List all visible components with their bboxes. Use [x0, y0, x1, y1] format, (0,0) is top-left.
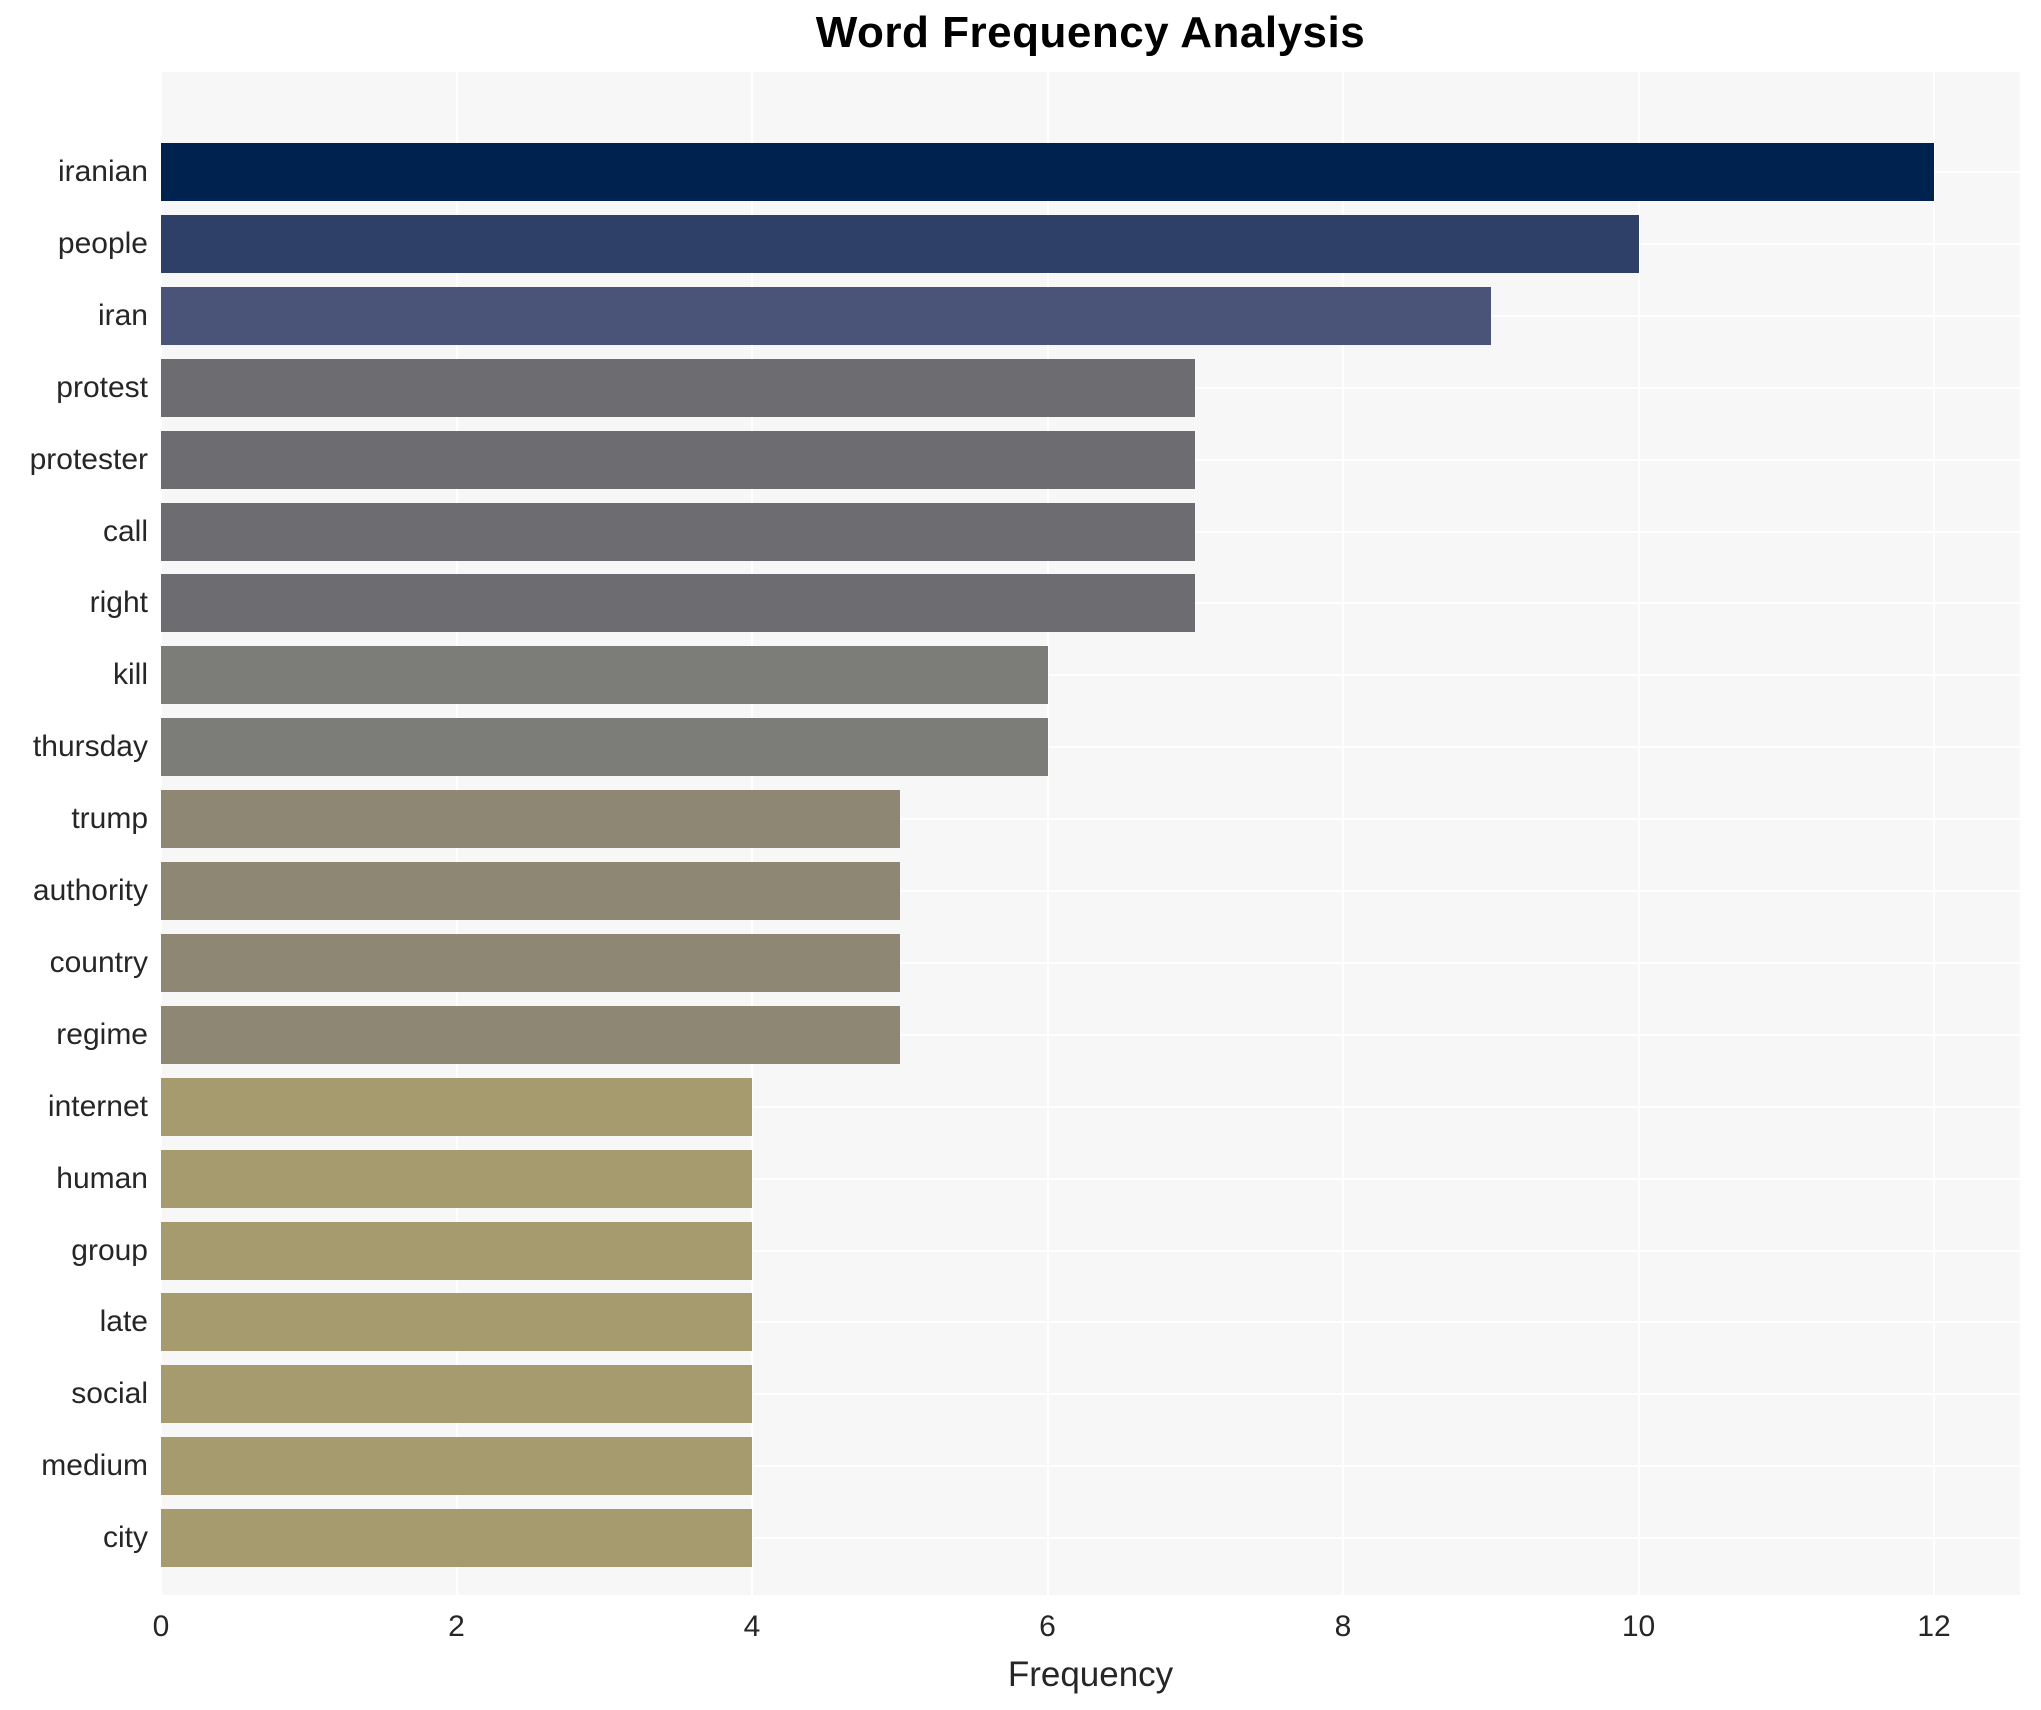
horizontal-gridline	[161, 1177, 2020, 1180]
bar-human	[161, 1149, 752, 1208]
y-tick-label-medium: medium	[41, 1449, 148, 1483]
horizontal-gridline	[161, 674, 2020, 677]
bar-kill	[161, 646, 1048, 705]
horizontal-gridline	[161, 1105, 2020, 1108]
bar-thursday	[161, 718, 1048, 777]
horizontal-gridline	[161, 1393, 2020, 1396]
plot-area	[160, 72, 2020, 1595]
horizontal-gridline	[161, 746, 2020, 749]
vertical-gridline-12	[1933, 72, 1935, 1595]
bar-social	[161, 1365, 752, 1424]
bar-internet	[161, 1077, 752, 1136]
y-tick-label-kill: kill	[113, 658, 148, 692]
horizontal-gridline	[161, 1537, 2020, 1540]
bar-group	[161, 1221, 752, 1280]
bar-call	[161, 502, 1196, 561]
horizontal-gridline	[161, 818, 2020, 821]
y-tick-label-protest: protest	[56, 370, 148, 404]
chart-title: Word Frequency Analysis	[815, 8, 1366, 57]
y-tick-label-iran: iran	[97, 298, 148, 332]
horizontal-gridline	[161, 1465, 2020, 1468]
y-tick-label-late: late	[99, 1305, 148, 1339]
vertical-gridline-10	[1637, 72, 1640, 1595]
bar-iran	[161, 286, 1491, 345]
x-tick-label-8: 8	[1334, 1610, 1352, 1643]
y-tick-label-social: social	[71, 1377, 148, 1411]
x-tick-label-0: 0	[152, 1610, 170, 1643]
bar-protester	[161, 430, 1196, 489]
y-tick-label-country: country	[49, 945, 148, 979]
x-tick-label-10: 10	[1621, 1610, 1656, 1643]
x-tick-label-12: 12	[1917, 1610, 1951, 1643]
y-tick-label-regime: regime	[56, 1017, 148, 1051]
horizontal-gridline	[161, 1033, 2020, 1036]
y-tick-label-human: human	[56, 1161, 148, 1195]
bar-right	[161, 574, 1196, 633]
bar-country	[161, 933, 900, 992]
y-tick-label-thursday: thursday	[32, 730, 148, 764]
y-tick-label-people: people	[57, 226, 148, 260]
y-tick-label-group: group	[71, 1233, 148, 1267]
bar-authority	[161, 862, 900, 920]
y-tick-label-trump: trump	[71, 802, 148, 836]
x-tick-label-6: 6	[1039, 1610, 1056, 1643]
vertical-gridline-6	[1046, 72, 1049, 1595]
y-tick-label-protester: protester	[29, 442, 148, 476]
y-tick-label-internet: internet	[47, 1089, 148, 1123]
vertical-gridline-8	[1342, 72, 1344, 1595]
bar-people	[161, 214, 1639, 273]
bar-city	[161, 1509, 752, 1568]
bar-late	[161, 1293, 752, 1352]
x-tick-label-2: 2	[448, 1610, 465, 1643]
horizontal-gridline	[161, 961, 2020, 964]
bar-trump	[161, 790, 900, 849]
bar-regime	[161, 1005, 900, 1064]
y-tick-label-iranian: iranian	[57, 155, 148, 188]
y-tick-label-right: right	[89, 586, 148, 620]
y-tick-label-city: city	[103, 1521, 148, 1555]
x-tick-label-4: 4	[743, 1610, 761, 1643]
horizontal-gridline	[161, 1321, 2020, 1324]
bar-medium	[161, 1437, 752, 1496]
horizontal-gridline	[161, 1249, 2020, 1252]
bar-protest	[161, 358, 1196, 417]
horizontal-gridline	[161, 890, 2020, 892]
y-tick-label-authority: authority	[32, 874, 148, 907]
y-tick-label-call: call	[102, 514, 148, 548]
bar-iranian	[161, 143, 1934, 201]
x-axis-label: Frequency	[1007, 1655, 1174, 1694]
